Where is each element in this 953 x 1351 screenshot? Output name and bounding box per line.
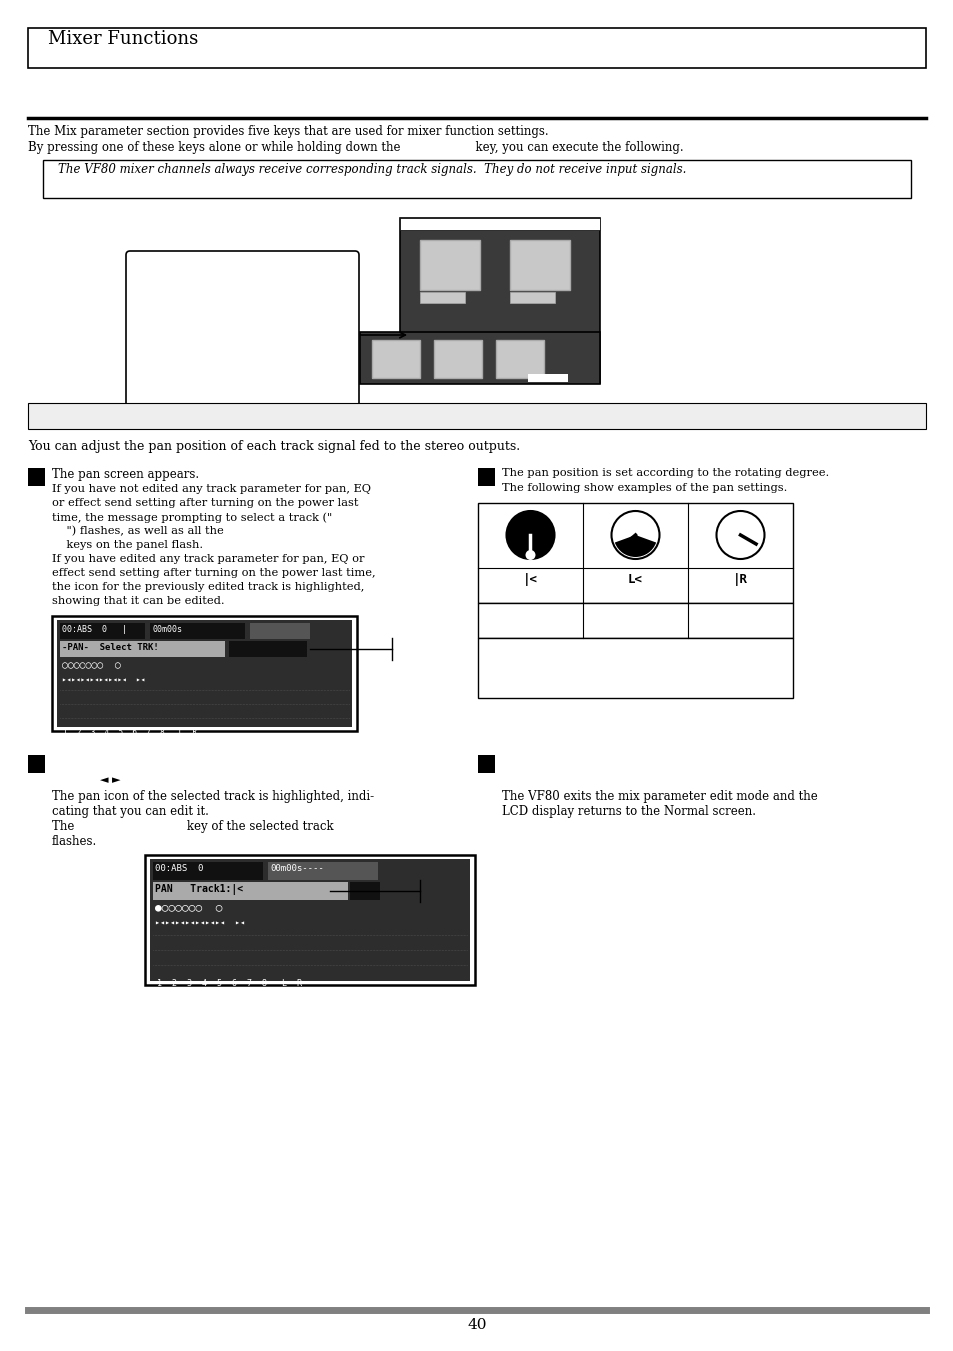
- Text: If you have not edited any track parameter for pan, EQ: If you have not edited any track paramet…: [52, 484, 371, 494]
- Bar: [28, 28, 925, 68]
- Bar: [268, 862, 377, 880]
- Bar: [477, 467, 495, 486]
- Text: ") flashes, as well as all the: ") flashes, as well as all the: [52, 526, 224, 536]
- Bar: [359, 332, 599, 384]
- Text: The Mix parameter section provides five keys that are used for mixer function se: The Mix parameter section provides five …: [28, 126, 548, 138]
- Bar: [419, 292, 464, 303]
- Text: flashes.: flashes.: [52, 835, 97, 848]
- Bar: [477, 503, 792, 603]
- Text: 00:ABS  0   |: 00:ABS 0 |: [62, 626, 127, 634]
- Text: |<: |<: [522, 573, 537, 586]
- Text: ◄ ►: ◄ ►: [100, 775, 120, 785]
- Text: showing that it can be edited.: showing that it can be edited.: [52, 596, 224, 607]
- Text: ▸◂▸◂▸◂▸◂▸◂▸◂▸◂  ▸◂: ▸◂▸◂▸◂▸◂▸◂▸◂▸◂ ▸◂: [62, 676, 145, 684]
- Text: 00m00s----: 00m00s----: [270, 865, 323, 873]
- Bar: [28, 467, 45, 486]
- Bar: [496, 340, 543, 378]
- Circle shape: [525, 550, 535, 561]
- Text: You can adjust the pan position of each track signal fed to the stereo outputs.: You can adjust the pan position of each …: [28, 440, 519, 453]
- Text: The VF80 exits the mix parameter edit mode and the: The VF80 exits the mix parameter edit mo…: [501, 790, 817, 802]
- Text: If you have edited any track parameter for pan, EQ or: If you have edited any track parameter f…: [52, 554, 364, 563]
- Text: The VF80 mixer channels always receive corresponding track signals.  They do not: The VF80 mixer channels always receive c…: [58, 163, 685, 176]
- Bar: [477, 755, 495, 773]
- Text: Mixer Functions: Mixer Functions: [48, 30, 198, 49]
- Bar: [477, 603, 792, 638]
- Bar: [399, 218, 599, 230]
- Text: L<: L<: [627, 573, 642, 586]
- Bar: [60, 640, 225, 657]
- Bar: [150, 859, 470, 981]
- Text: The following show examples of the pan settings.: The following show examples of the pan s…: [501, 484, 786, 493]
- Bar: [477, 638, 792, 698]
- Text: 1  2  3  4  5  6  7  8   L  R: 1 2 3 4 5 6 7 8 L R: [63, 728, 197, 738]
- Text: 00m00s: 00m00s: [152, 626, 183, 634]
- Text: |R: |R: [732, 573, 747, 586]
- Bar: [57, 620, 352, 727]
- Bar: [229, 640, 307, 657]
- Text: -PAN-  Select TRK!: -PAN- Select TRK!: [62, 643, 158, 653]
- Bar: [28, 403, 925, 430]
- Text: effect send setting after turning on the power last time,: effect send setting after turning on the…: [52, 567, 375, 578]
- Bar: [419, 240, 479, 290]
- Bar: [350, 882, 379, 900]
- Text: The pan icon of the selected track is highlighted, indi-: The pan icon of the selected track is hi…: [52, 790, 374, 802]
- Text: LCD display returns to the Normal screen.: LCD display returns to the Normal screen…: [501, 805, 755, 817]
- Bar: [28, 755, 45, 773]
- Bar: [527, 374, 567, 382]
- Bar: [399, 218, 599, 382]
- Bar: [152, 862, 263, 880]
- Text: time, the message prompting to select a track (": time, the message prompting to select a …: [52, 512, 332, 523]
- Circle shape: [716, 511, 763, 559]
- Text: ○○○○○○○  ○: ○○○○○○○ ○: [62, 661, 121, 670]
- Bar: [150, 623, 245, 639]
- Bar: [43, 159, 910, 199]
- Text: cating that you can edit it.: cating that you can edit it.: [52, 805, 209, 817]
- Text: The pan screen appears.: The pan screen appears.: [52, 467, 199, 481]
- Text: By pressing one of these keys alone or while holding down the                   : By pressing one of these keys alone or w…: [28, 141, 683, 154]
- Bar: [60, 623, 145, 639]
- Text: The                              key of the selected track: The key of the selected track: [52, 820, 334, 834]
- Circle shape: [506, 511, 554, 559]
- Bar: [434, 340, 481, 378]
- Bar: [372, 340, 419, 378]
- Bar: [510, 292, 555, 303]
- FancyBboxPatch shape: [126, 251, 358, 424]
- Text: The pan position is set according to the rotating degree.: The pan position is set according to the…: [501, 467, 828, 478]
- Text: keys on the panel flash.: keys on the panel flash.: [52, 540, 203, 550]
- Text: PAN   Track1:|<: PAN Track1:|<: [154, 884, 243, 894]
- Text: ●○○○○○○  ○: ●○○○○○○ ○: [154, 902, 222, 912]
- Wedge shape: [614, 535, 656, 557]
- Text: 00:ABS  0: 00:ABS 0: [154, 865, 203, 873]
- Circle shape: [611, 511, 659, 559]
- Bar: [152, 882, 348, 900]
- Text: 40: 40: [467, 1319, 486, 1332]
- Text: 1  2  3  4  5  6  7  8   L  R: 1 2 3 4 5 6 7 8 L R: [157, 979, 302, 988]
- Text: ▸◂▸◂▸◂▸◂▸◂▸◂▸◂  ▸◂: ▸◂▸◂▸◂▸◂▸◂▸◂▸◂ ▸◂: [154, 917, 245, 927]
- Bar: [52, 616, 356, 731]
- Bar: [145, 855, 475, 985]
- Bar: [510, 240, 569, 290]
- Bar: [250, 623, 310, 639]
- Text: or effect send setting after turning on the power last: or effect send setting after turning on …: [52, 499, 358, 508]
- Text: the icon for the previously edited track is highlighted,: the icon for the previously edited track…: [52, 582, 364, 592]
